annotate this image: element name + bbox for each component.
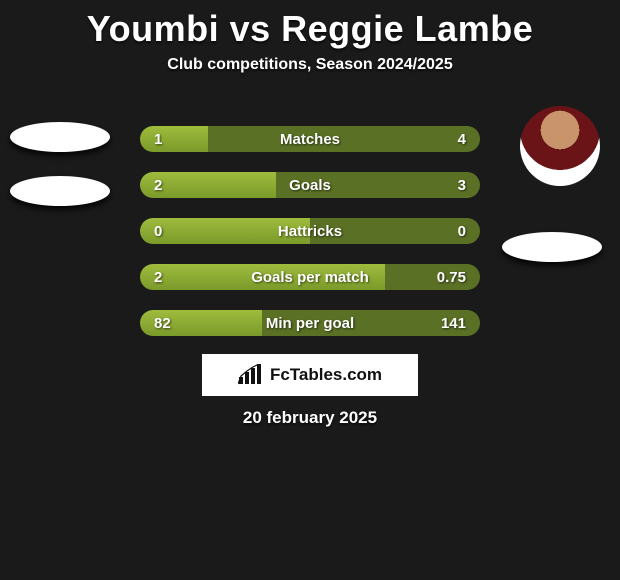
stat-right-value: 0.75 [437, 264, 466, 290]
avatar-image [520, 106, 600, 186]
player-left-avatar-placeholder-2 [10, 176, 110, 206]
stat-right-value: 141 [441, 310, 466, 336]
stat-right-value: 0 [458, 218, 466, 244]
stat-label: Matches [140, 126, 480, 152]
stat-row-matches: 1 Matches 4 [140, 126, 480, 152]
source-badge: FcTables.com [202, 354, 418, 396]
stat-row-goals: 2 Goals 3 [140, 172, 480, 198]
player-right-avatar-shadow [502, 232, 602, 262]
comparison-card: Youmbi vs Reggie Lambe Club competitions… [0, 0, 620, 74]
stat-label: Goals per match [140, 264, 480, 290]
bar-chart-icon [238, 364, 264, 386]
stat-row-hattricks: 0 Hattricks 0 [140, 218, 480, 244]
stat-label: Goals [140, 172, 480, 198]
page-title: Youmbi vs Reggie Lambe [0, 0, 620, 50]
player-left-avatar-placeholder-1 [10, 122, 110, 152]
stat-right-value: 3 [458, 172, 466, 198]
page-subtitle: Club competitions, Season 2024/2025 [0, 56, 620, 74]
stats-bars: 1 Matches 4 2 Goals 3 0 Hattricks 0 2 Go… [140, 126, 480, 356]
stat-row-goals-per-match: 2 Goals per match 0.75 [140, 264, 480, 290]
stat-right-value: 4 [458, 126, 466, 152]
player-right-avatar [510, 106, 610, 186]
footer-date: 20 february 2025 [0, 408, 620, 428]
stat-row-min-per-goal: 82 Min per goal 141 [140, 310, 480, 336]
stat-label: Min per goal [140, 310, 480, 336]
stat-label: Hattricks [140, 218, 480, 244]
source-badge-text: FcTables.com [270, 365, 382, 385]
